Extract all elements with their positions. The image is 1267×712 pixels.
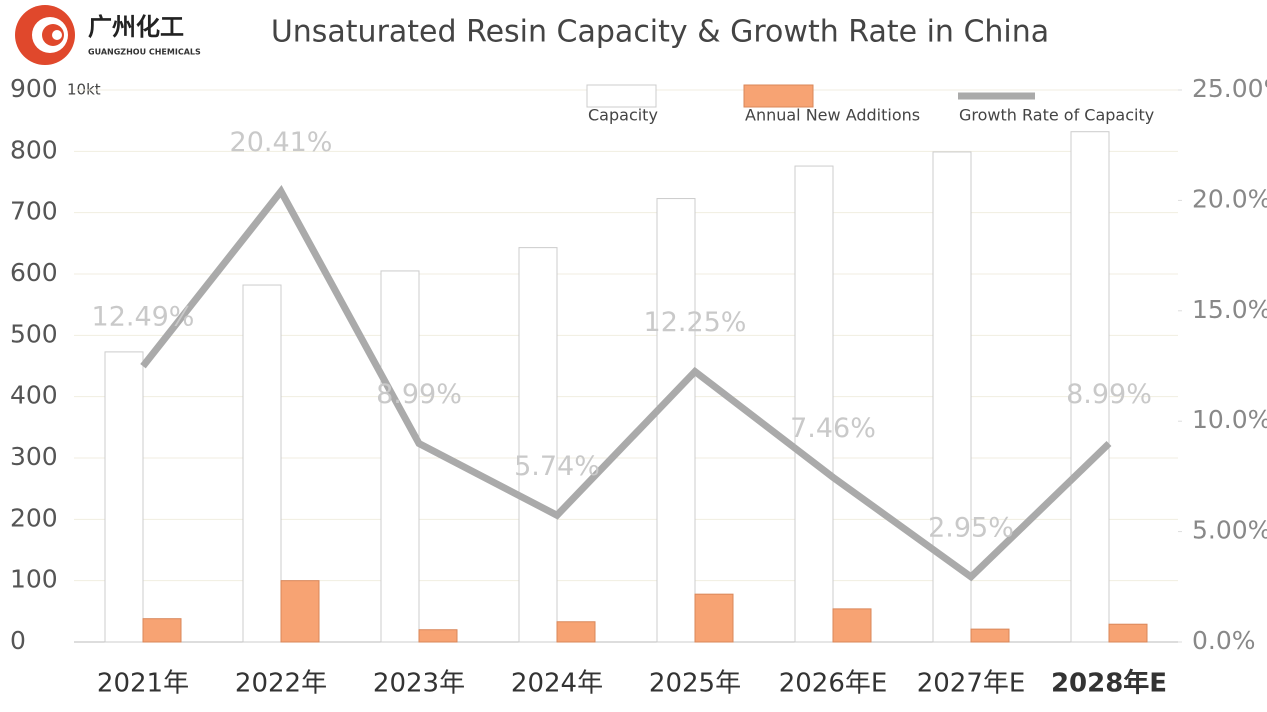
logo-subtitle: GUANGZHOU CHEMICALS <box>88 48 201 57</box>
x-tick-label: 2024年 <box>511 669 603 699</box>
x-tick-label: 2026年E <box>779 669 888 699</box>
x-tick-label: 2028年E <box>1051 668 1167 699</box>
y-tick-label: 200 <box>10 503 58 532</box>
legend-swatch <box>586 84 657 108</box>
bar <box>242 284 282 643</box>
bar <box>694 593 734 643</box>
bar <box>1070 131 1110 643</box>
bar <box>970 628 1010 643</box>
data-label: 20.41% <box>230 127 333 158</box>
y-tick-label: 0 <box>10 626 26 655</box>
x-tick-label: 2021年 <box>97 669 189 699</box>
bar <box>794 165 834 643</box>
bar <box>518 247 558 643</box>
y2-tick-label: 25.00% <box>1192 74 1267 103</box>
y2-tick-label: 0.0% <box>1192 626 1256 655</box>
y-tick-label: 900 <box>10 74 58 103</box>
growth-line <box>140 185 1112 582</box>
y2-tick-label: 15.0% <box>1192 295 1267 324</box>
legend-label: Capacity <box>588 106 658 125</box>
logo-dot <box>52 30 62 40</box>
y-tick-label: 600 <box>10 258 58 287</box>
x-tick-label: 2022年 <box>235 669 327 699</box>
y-tick-label: 500 <box>10 319 58 348</box>
legend-label: Annual New Additions <box>745 106 920 125</box>
bar <box>556 621 596 643</box>
data-label: 12.49% <box>92 302 195 333</box>
legend-swatch <box>743 84 814 108</box>
data-label: 7.46% <box>790 413 876 444</box>
bar <box>380 270 420 643</box>
y-tick-label: 100 <box>10 565 58 594</box>
logo-name: 广州化工 <box>88 13 184 41</box>
bar <box>656 198 696 643</box>
bar <box>280 580 320 643</box>
bar <box>142 618 182 643</box>
legend-label: Growth Rate of Capacity <box>959 106 1154 125</box>
data-label: 8.99% <box>1066 379 1152 410</box>
y2-tick-label: 20.0% <box>1192 184 1267 213</box>
y2-tick-label: 10.0% <box>1192 405 1267 434</box>
y-tick-label: 800 <box>10 135 58 164</box>
logo <box>15 5 75 65</box>
data-label: 5.74% <box>514 451 600 482</box>
bar <box>104 351 144 643</box>
data-label: 2.95% <box>928 512 1014 543</box>
bar <box>1108 623 1148 643</box>
x-tick-label: 2027年E <box>917 669 1026 699</box>
x-tick-label: 2025年 <box>649 669 741 699</box>
y-tick-label: 700 <box>10 197 58 226</box>
data-label: 8.99% <box>376 379 462 410</box>
y-tick-label: 400 <box>10 381 58 410</box>
y2-tick-label: 5.00% <box>1192 516 1267 545</box>
data-label: 12.25% <box>644 307 747 338</box>
x-tick-label: 2023年 <box>373 669 465 699</box>
y-tick-label: 300 <box>10 442 58 471</box>
bar <box>832 608 872 643</box>
chart-title: Unsaturated Resin Capacity & Growth Rate… <box>271 15 1049 50</box>
bar <box>418 629 458 643</box>
